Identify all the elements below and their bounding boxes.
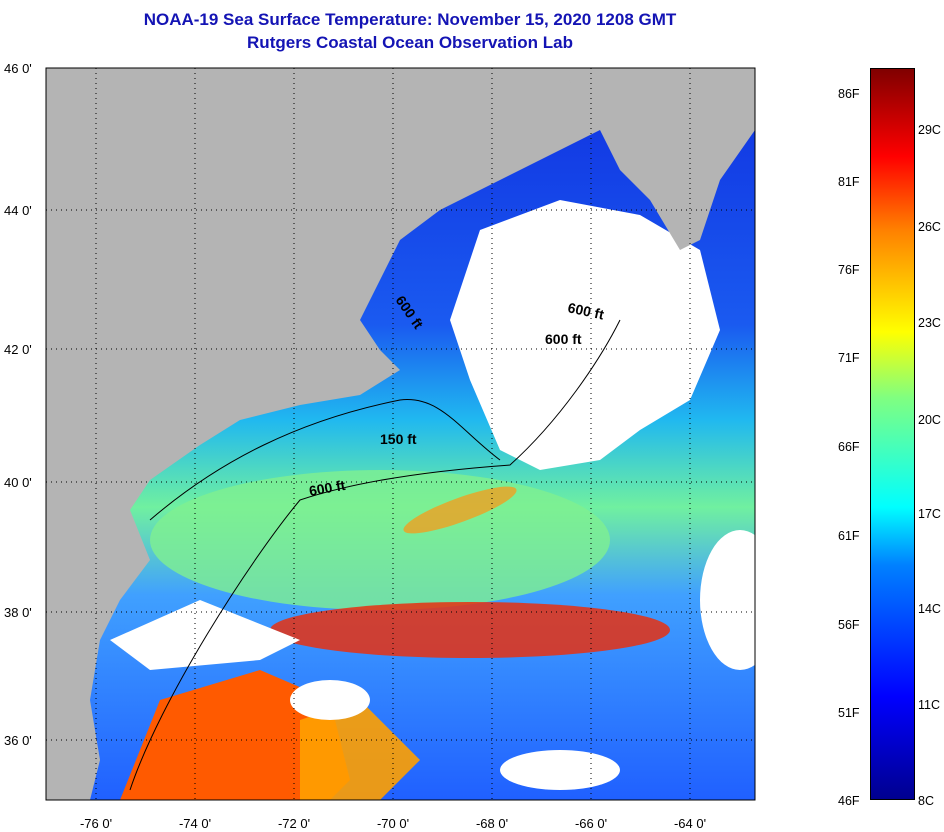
isobath-150ft	[149, 399, 501, 521]
contour-label: 150 ft	[380, 431, 417, 447]
colorbar-c-label: 11C	[918, 698, 941, 712]
lon-label: -76 0'	[79, 816, 113, 831]
colorbar-f-label: 86F	[838, 87, 860, 101]
map-subtitle: Rutgers Coastal Ocean Observation Lab	[247, 33, 573, 52]
isobath-600ft	[129, 319, 621, 791]
colorbar-f-label: 71F	[838, 351, 860, 365]
lat-label: 38 0'	[4, 605, 32, 620]
lon-label: -68 0'	[475, 816, 509, 831]
lon-label: -70 0'	[376, 816, 410, 831]
lon-label: -66 0'	[574, 816, 608, 831]
colorbar-f-label: 51F	[838, 706, 860, 720]
map-title: NOAA-19 Sea Surface Temperature: Novembe…	[143, 10, 677, 29]
colorbar-c-label: 8C	[918, 794, 934, 808]
colorbar-c-label: 26C	[918, 220, 941, 234]
colorbar-f-label: 46F	[838, 794, 860, 808]
warm-eddy	[403, 486, 517, 534]
land	[46, 68, 755, 800]
cloud-gulf-of-maine	[450, 200, 720, 470]
cloud-southeast	[500, 750, 620, 790]
lon-label: -64 0'	[673, 816, 707, 831]
colorbar-f-label: 66F	[838, 440, 860, 454]
lon-label: -74 0'	[178, 816, 212, 831]
temperature-colorbar	[870, 68, 915, 800]
colorbar-f-label: 56F	[838, 618, 860, 632]
lon-label: -72 0'	[277, 816, 311, 831]
cloud-south	[290, 680, 370, 720]
colorbar-c-label: 14C	[918, 602, 941, 616]
map-frame	[45, 67, 756, 801]
lat-label: 46 0'	[4, 61, 32, 76]
lat-label: 42 0'	[4, 342, 32, 357]
contour-label: 600 ft	[566, 299, 605, 322]
cloud-band	[110, 600, 300, 670]
colorbar-f-label: 61F	[838, 529, 860, 543]
colorbar-c-label: 23C	[918, 316, 941, 330]
colorbar-f-label: 81F	[838, 175, 860, 189]
colorbar-c-label: 20C	[918, 413, 941, 427]
cloud-east	[700, 530, 755, 670]
lat-label: 40 0'	[4, 475, 32, 490]
lat-label: 36 0'	[4, 733, 32, 748]
colorbar-c-label: 17C	[918, 507, 941, 521]
graticule	[46, 68, 755, 800]
sargasso-warm-water-east	[300, 700, 420, 800]
colorbar-c-label: 29C	[918, 123, 941, 137]
nova-scotia	[560, 68, 755, 120]
contour-label: 600 ft	[545, 331, 582, 347]
lat-label: 44 0'	[4, 203, 32, 218]
colorbar-f-label: 76F	[838, 263, 860, 277]
contour-label: 600 ft	[308, 477, 347, 499]
gulf-stream	[270, 602, 670, 658]
warm-shelf-water	[150, 470, 610, 610]
